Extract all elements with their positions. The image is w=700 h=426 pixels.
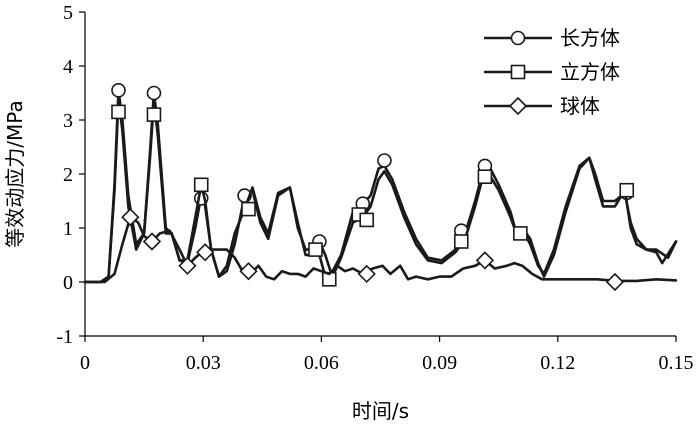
y-tick-label: 3 [63, 110, 73, 132]
y-tick-label: 4 [63, 56, 73, 78]
data-point-square [619, 182, 635, 198]
series-line [83, 89, 678, 284]
legend-marker-square [510, 64, 526, 80]
legend-item: 长方体 [484, 26, 620, 50]
data-point-square [359, 212, 375, 228]
x-tick-label: 0 [80, 352, 90, 374]
x-tick-label: 0.06 [304, 352, 339, 374]
legend-marker-circle [510, 30, 526, 46]
y-ticks: -1 0 1 2 3 4 5 [56, 2, 85, 348]
data-point-square [513, 226, 528, 241]
y-tick-label: 5 [63, 2, 73, 24]
data-point-diamond [605, 272, 625, 292]
y-axis-title: 等效动应力/MPa [3, 100, 27, 247]
legend-marker-diamond [508, 96, 528, 116]
y-tick-label: 1 [63, 218, 73, 240]
x-tick-label: 0.12 [540, 352, 575, 374]
series-line [83, 215, 678, 284]
x-tick-label: 0.09 [422, 352, 457, 374]
x-tick-label: 0.03 [186, 352, 221, 374]
data-point-square [241, 201, 256, 217]
data-point-diamond [239, 262, 258, 281]
data-point-square [193, 177, 209, 193]
data-point-circle [146, 85, 162, 101]
data-point-square [146, 107, 162, 122]
data-point-diamond [475, 251, 495, 270]
data-point-circle [377, 153, 392, 168]
data-point-diamond [178, 256, 197, 275]
data-point-square [477, 169, 493, 184]
y-tick-label: 2 [63, 164, 73, 186]
x-ticks: 0 0.03 0.06 0.09 0.12 0.15 [80, 336, 694, 374]
series-square [83, 97, 678, 287]
legend-label: 长方体 [560, 26, 620, 50]
series-diamond [83, 208, 678, 292]
legend-label: 球体 [560, 94, 600, 118]
plot-area: 0 0.03 0.06 0.09 0.12 0.15 -1 0 1 2 3 4 5 [56, 2, 693, 374]
series-line [83, 97, 678, 284]
legend-label: 立方体 [560, 60, 620, 84]
data-point-square [111, 104, 126, 120]
data-point-diamond [121, 208, 140, 227]
x-tick-label: 0.15 [659, 352, 694, 374]
x-axis-title: 时间/s [352, 399, 409, 423]
data-point-diamond [196, 243, 215, 262]
legend-item: 立方体 [484, 60, 620, 84]
data-point-square [308, 242, 323, 257]
y-tick-label: -1 [56, 326, 73, 348]
legend-item: 球体 [484, 94, 600, 118]
data-point-square [453, 234, 469, 249]
y-tick-label: 0 [63, 272, 73, 294]
data-point-diamond [142, 232, 162, 251]
data-point-diamond [357, 264, 376, 284]
series-layer [83, 83, 678, 292]
data-point-circle [111, 83, 126, 98]
